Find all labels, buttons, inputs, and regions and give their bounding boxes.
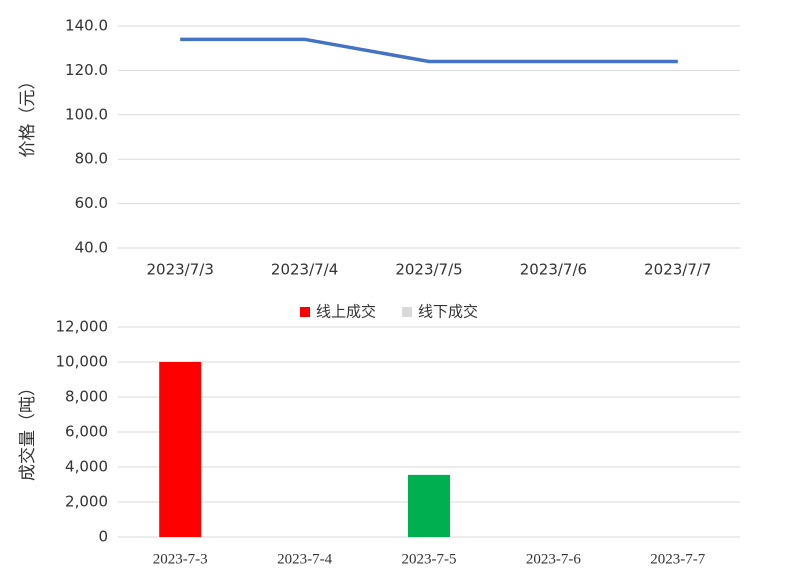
y-tick-label: 8,000: [65, 388, 108, 406]
line: [180, 37, 678, 64]
y-tick-label: 60.0: [75, 194, 108, 212]
x-tick-label: 2023/7/3: [147, 261, 214, 279]
x-tick-label: 2023-7-3: [153, 551, 208, 567]
y-tick-label: 2,000: [65, 493, 108, 511]
legend-label: 线下成交: [418, 303, 478, 321]
y-tick-label: 100.0: [65, 105, 108, 123]
y-tick-label: 120.0: [65, 61, 108, 79]
y-tick-label: 0: [98, 528, 108, 546]
x-tick-label: 2023-7-5: [402, 551, 457, 567]
y-axis-label: 成交量（吨）: [18, 379, 38, 481]
y-tick-label: 12,000: [56, 318, 109, 336]
legend-label: 线上成交: [316, 303, 376, 321]
y-tick-label: 4,000: [65, 458, 108, 476]
y-tick-label: 80.0: [75, 150, 108, 168]
bar: [408, 474, 450, 537]
legend-swatch: [402, 307, 412, 317]
x-tick-label: 2023/7/5: [395, 261, 462, 279]
x-tick-label: 2023-7-7: [650, 551, 705, 567]
y-tick-label: 10,000: [56, 353, 109, 371]
bar: [159, 362, 202, 537]
y-tick-label: 6,000: [65, 423, 108, 441]
y-axis-label: 价格（元）: [18, 73, 38, 158]
x-tick-label: 2023/7/6: [520, 261, 587, 279]
legend-swatch: [300, 307, 310, 317]
y-tick-label: 40.0: [75, 239, 108, 257]
x-tick-label: 2023/7/4: [271, 261, 338, 279]
x-tick-label: 2023/7/7: [644, 261, 711, 279]
y-tick-label: 140.0: [65, 17, 108, 35]
x-tick-label: 2023-7-6: [526, 551, 581, 567]
x-tick-label: 2023-7-4: [277, 551, 332, 567]
